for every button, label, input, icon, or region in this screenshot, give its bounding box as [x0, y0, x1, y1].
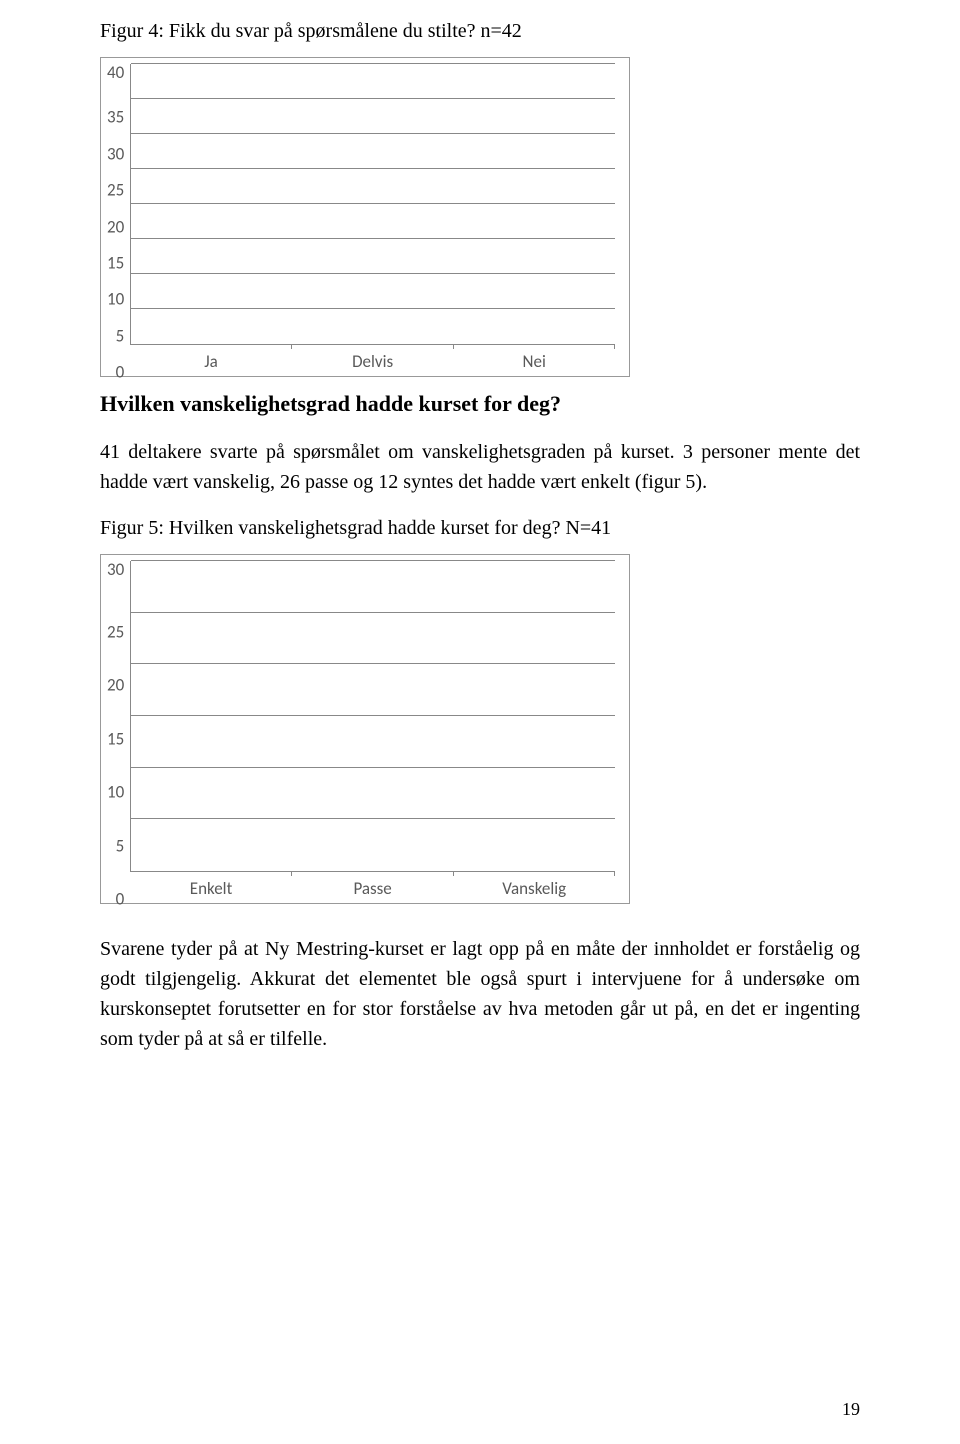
- y-tick-label: 15: [107, 730, 124, 747]
- x-tick-label: Enkelt: [130, 878, 292, 899]
- x-tick-label: Delvis: [292, 351, 454, 372]
- y-tick-label: 0: [116, 891, 125, 908]
- x-tick: [453, 344, 454, 349]
- y-tick-label: 20: [107, 218, 124, 235]
- x-tick-label: Nei: [453, 351, 615, 372]
- figure5-caption: Figur 5: Hvilken vanskelighetsgrad hadde…: [100, 517, 860, 540]
- paragraph-1: 41 deltakere svarte på spørsmålet om van…: [100, 437, 860, 497]
- figure4-caption: Figur 4: Fikk du svar på spørsmålene du …: [100, 20, 860, 43]
- y-tick-label: 25: [107, 623, 124, 640]
- y-tick-label: 25: [107, 182, 124, 199]
- y-tick-label: 30: [107, 145, 124, 162]
- y-tick-label: 15: [107, 254, 124, 271]
- page: Figur 4: Fikk du svar på spørsmålene du …: [0, 0, 960, 1444]
- section-heading: Hvilken vanskelighetsgrad hadde kurset f…: [100, 391, 860, 417]
- y-tick-label: 5: [116, 837, 125, 854]
- x-tick: [291, 344, 292, 349]
- page-number: 19: [842, 1399, 860, 1420]
- y-tick-label: 20: [107, 677, 124, 694]
- x-tick-label: Passe: [292, 878, 454, 899]
- y-tick-label: 10: [107, 784, 124, 801]
- y-tick-label: 10: [107, 291, 124, 308]
- x-tick: [614, 871, 615, 876]
- figure4-chart: 4035302520151050JaDelvisNei: [100, 57, 630, 377]
- x-tick-label: Ja: [130, 351, 292, 372]
- y-tick-label: 35: [107, 109, 124, 126]
- x-tick: [614, 344, 615, 349]
- y-tick-label: 0: [116, 364, 125, 381]
- paragraph-2: Svarene tyder på at Ny Mestring-kurset e…: [100, 934, 860, 1054]
- figure5-chart: 302520151050EnkeltPasseVanskelig: [100, 554, 630, 904]
- x-tick: [291, 871, 292, 876]
- x-tick: [453, 871, 454, 876]
- y-tick-label: 30: [107, 561, 124, 578]
- y-tick-label: 5: [116, 327, 125, 344]
- y-tick-label: 40: [107, 64, 124, 81]
- x-tick-label: Vanskelig: [453, 878, 615, 899]
